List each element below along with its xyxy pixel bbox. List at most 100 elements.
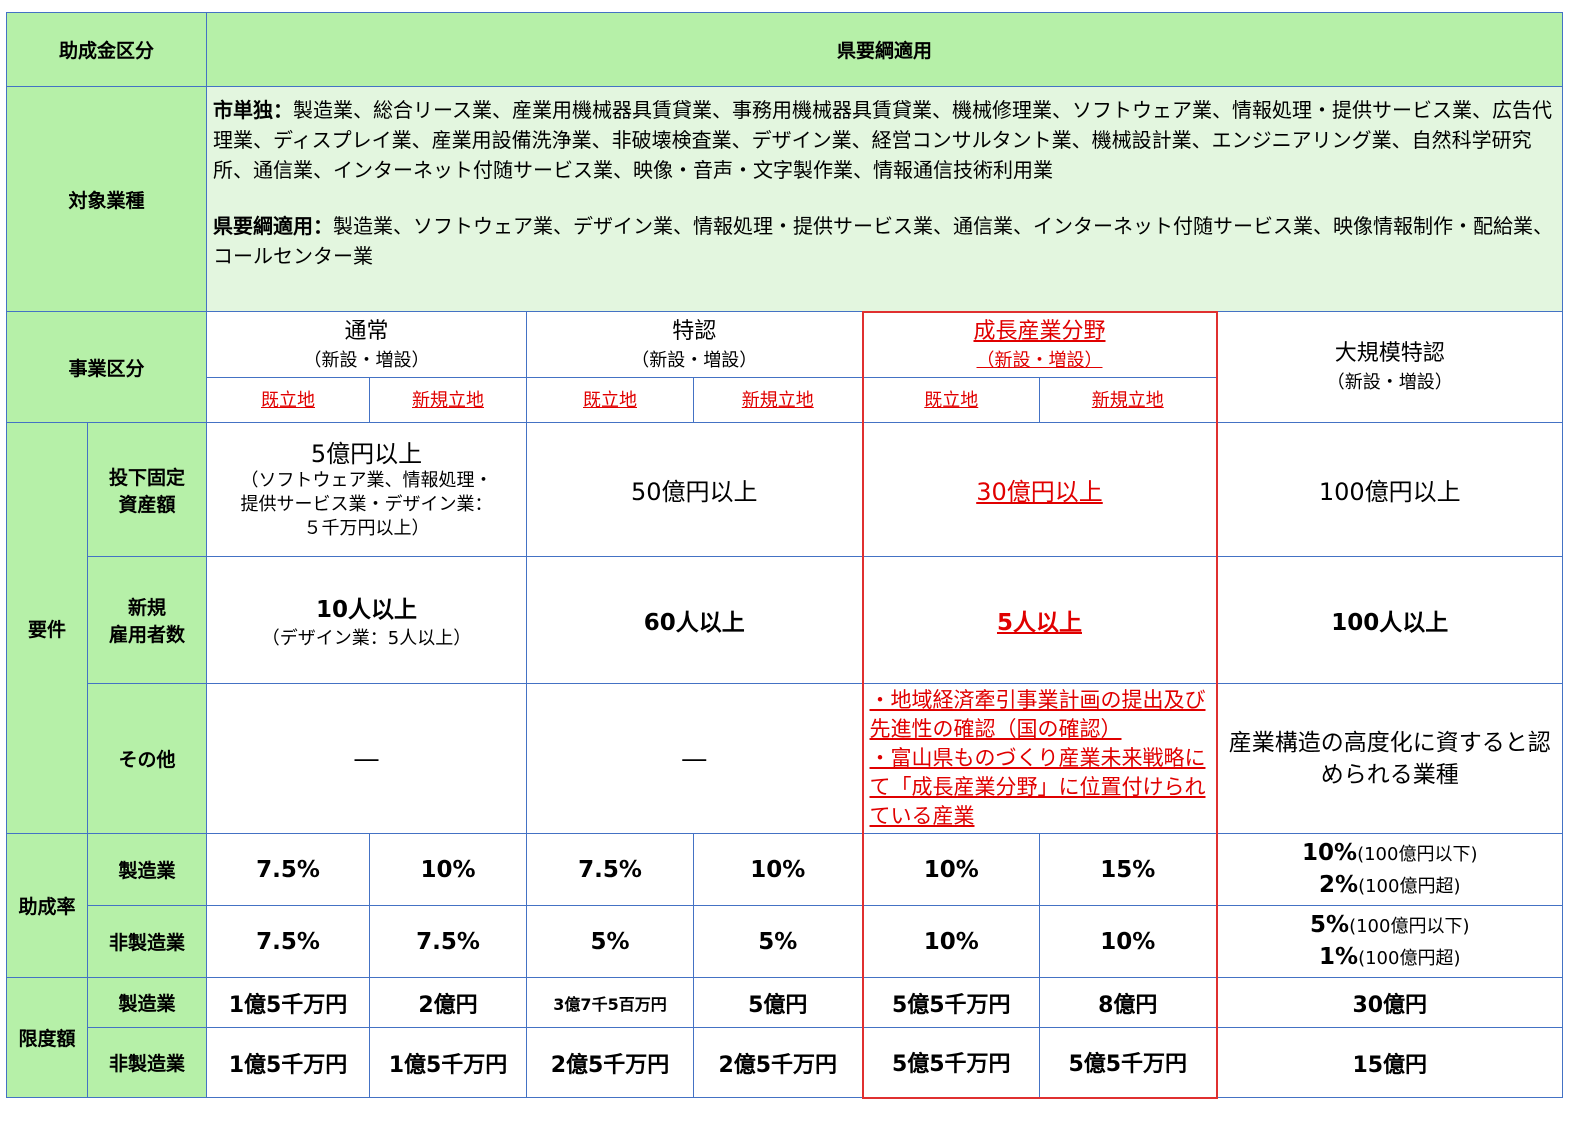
limit-nonmfg-normal-existing: 1億5千万円	[206, 1027, 370, 1098]
rate-mfg-large-2-note: (100億円超)	[1358, 875, 1461, 897]
rate-nonmfg-normal-existing: 7.5%	[206, 905, 370, 978]
rate-nonmfg-large: 5%(100億円以下) 1%(100億円超)	[1216, 905, 1563, 978]
rate-mfg-normal-existing: 7.5%	[206, 833, 370, 906]
special-employees: 60人以上	[526, 556, 863, 684]
normal-employees-main: 10人以上	[315, 597, 417, 623]
rate-mfg-large-1-note: (100億円以下)	[1357, 843, 1478, 865]
employees-label-2: 雇用者数	[108, 624, 185, 646]
growth-other-1: ・地域経済牽引事業計画の提出及び先進性の確認（国の確認）	[869, 688, 1206, 741]
investment-label-1: 投下固定	[108, 466, 185, 489]
large-sub: （新設・増設）	[1326, 372, 1453, 393]
special-existing-link[interactable]: 既立地	[526, 377, 694, 423]
limit-mfg-normal-existing: 1億5千万円	[206, 977, 370, 1028]
large-other: 産業構造の高度化に資すると認められる業種	[1216, 683, 1563, 834]
normal-investment-note-1: （ソフトウェア業、情報処理・	[240, 469, 493, 491]
pref-label: 県要綱適用：	[213, 214, 333, 238]
city-list: 製造業、総合リース業、産業用機械器具賃貸業、事務用機械器具賃貸業、機械修理業、ソ…	[213, 98, 1552, 182]
normal-other: ―	[206, 683, 527, 834]
growth-employees: 5人以上	[861, 556, 1218, 684]
rate-nonmfg-normal-new: 7.5%	[369, 905, 527, 978]
rate-mfg-label: 製造業	[87, 833, 207, 906]
normal-employees: 10人以上 （デザイン業：5人以上）	[206, 556, 527, 684]
large-investment: 100億円以上	[1216, 422, 1563, 557]
special-sub: （新設・増設）	[631, 349, 758, 371]
normal-new-link[interactable]: 新規立地	[369, 377, 527, 423]
limit-mfg-growth-existing: 5億5千万円	[861, 977, 1040, 1028]
growth-new-link[interactable]: 新規立地	[1039, 377, 1218, 423]
normal-title: 通常	[344, 318, 389, 344]
investment-label-2: 資産額	[118, 493, 176, 516]
limit-label: 限度額	[6, 977, 88, 1098]
growth-other-2: ・富山県ものづくり産業未来戦略にて「成長産業分野」に位置付けられている産業	[869, 746, 1206, 828]
large-employees: 100人以上	[1216, 556, 1563, 684]
rate-label: 助成率	[6, 833, 88, 978]
investment-label: 投下固定 資産額	[87, 422, 207, 557]
limit-nonmfg-growth-existing: 5億5千万円	[861, 1027, 1040, 1099]
growth-investment: 30億円以上	[861, 422, 1218, 557]
employees-label: 新規 雇用者数	[87, 556, 207, 684]
normal-investment: 5億円以上 （ソフトウェア業、情報処理・ 提供サービス業・デザイン業： ５千万円…	[206, 422, 527, 557]
rate-mfg-growth-existing: 10%	[861, 833, 1040, 906]
requirements-label: 要件	[6, 422, 88, 834]
growth-other: ・地域経済牽引事業計画の提出及び先進性の確認（国の確認） ・富山県ものづくり産業…	[861, 683, 1218, 834]
growth-sub: （新設・増設）	[976, 349, 1103, 371]
business-label: 事業区分	[6, 311, 207, 423]
rate-nonmfg-large-2: 1%	[1319, 943, 1359, 970]
growth-title: 成長産業分野	[973, 318, 1106, 344]
limit-nonmfg-large: 15億円	[1216, 1027, 1563, 1098]
normal-header: 通常 （新設・増設）	[206, 311, 527, 378]
growth-employees-value: 5人以上	[996, 610, 1082, 636]
employees-label-1: 新規	[127, 597, 166, 619]
rate-nonmfg-large-1: 5%	[1310, 911, 1350, 938]
special-investment: 50億円以上	[526, 422, 863, 557]
industries-label: 対象業種	[6, 86, 207, 312]
limit-nonmfg-special-new: 2億5千万円	[693, 1027, 863, 1098]
limit-nonmfg-growth-new: 5億5千万円	[1039, 1027, 1218, 1099]
rate-mfg-special-new: 10%	[693, 833, 863, 906]
large-title: 大規模特認	[1334, 341, 1445, 366]
other-label: その他	[87, 683, 207, 834]
pref-list: 製造業、ソフトウェア業、デザイン業、情報処理・提供サービス業、通信業、インターネ…	[213, 214, 1553, 268]
rate-nonmfg-label: 非製造業	[87, 905, 207, 978]
rate-mfg-growth-new: 15%	[1039, 833, 1218, 906]
special-title: 特認	[672, 318, 717, 344]
rate-nonmfg-special-new: 5%	[693, 905, 863, 978]
limit-mfg-growth-new: 8億円	[1039, 977, 1218, 1028]
growth-existing-link[interactable]: 既立地	[861, 377, 1040, 423]
special-header: 特認 （新設・増設）	[526, 311, 863, 378]
rate-mfg-large-2: 2%	[1319, 871, 1359, 898]
special-new-link[interactable]: 新規立地	[693, 377, 863, 423]
normal-existing-link[interactable]: 既立地	[206, 377, 370, 423]
normal-investment-main: 5億円以上	[310, 439, 423, 468]
limit-mfg-special-existing: 3億7千5百万円	[526, 977, 694, 1028]
large-header: 大規模特認 （新設・増設）	[1216, 311, 1563, 423]
rate-mfg-special-existing: 7.5%	[526, 833, 694, 906]
subsidy-table: 助成金区分 県要綱適用 対象業種 市単独：製造業、総合リース業、産業用機械器具賃…	[6, 12, 1563, 1099]
rate-mfg-large-1: 10%	[1302, 839, 1358, 866]
rate-mfg-normal-new: 10%	[369, 833, 527, 906]
pref-industries: 県要綱適用：製造業、ソフトウェア業、デザイン業、情報処理・提供サービス業、通信業…	[213, 211, 1556, 271]
normal-investment-note-2: 提供サービス業・デザイン業：	[240, 493, 493, 515]
rate-nonmfg-growth-existing: 10%	[861, 905, 1040, 978]
rate-mfg-large: 10%(100億円以下) 2%(100億円超)	[1216, 833, 1563, 906]
normal-employees-note: （デザイン業：5人以上）	[261, 628, 472, 649]
limit-mfg-normal-new: 2億円	[369, 977, 527, 1028]
limit-mfg-special-new: 5億円	[693, 977, 863, 1028]
category-label: 助成金区分	[6, 12, 207, 87]
limit-nonmfg-label: 非製造業	[87, 1027, 207, 1098]
growth-investment-value: 30億円以上	[976, 478, 1103, 506]
city-industries: 市単独：製造業、総合リース業、産業用機械器具賃貸業、事務用機械器具賃貸業、機械修…	[213, 95, 1556, 185]
growth-header: 成長産業分野 （新設・増設）	[861, 310, 1218, 378]
industries-list: 市単独：製造業、総合リース業、産業用機械器具賃貸業、事務用機械器具賃貸業、機械修…	[206, 86, 1563, 312]
limit-mfg-large: 30億円	[1216, 977, 1563, 1028]
city-label: 市単独：	[213, 98, 293, 122]
application-title: 県要綱適用	[206, 12, 1563, 87]
rate-nonmfg-special-existing: 5%	[526, 905, 694, 978]
rate-nonmfg-large-1-note: (100億円以下)	[1349, 915, 1470, 937]
normal-sub: （新設・増設）	[303, 349, 430, 371]
special-other: ―	[526, 683, 863, 834]
normal-investment-note-3: ５千万円以上）	[303, 517, 430, 539]
limit-mfg-label: 製造業	[87, 977, 207, 1028]
limit-nonmfg-normal-new: 1億5千万円	[369, 1027, 527, 1098]
limit-nonmfg-special-existing: 2億5千万円	[526, 1027, 694, 1098]
